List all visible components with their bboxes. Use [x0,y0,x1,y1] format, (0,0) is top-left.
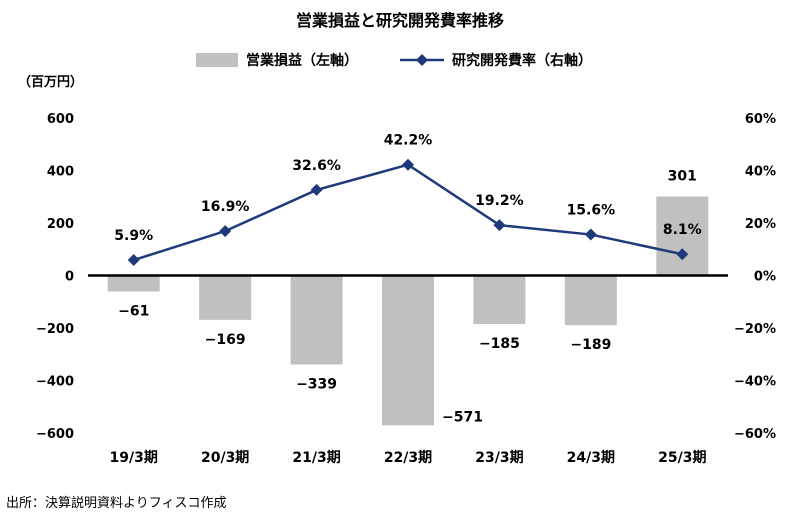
source-note: 出所：決算説明資料よりフィスコ作成 [6,495,226,511]
y-right-tick-label: −40% [734,375,776,390]
y-left-tick-label: 600 [47,112,74,127]
bar-value-label: −571 [442,409,483,425]
bar-value-label: −339 [296,376,337,392]
line-value-label: 42.2% [384,133,433,149]
x-tick-label: 20/3期 [201,450,249,466]
line-point [402,158,414,171]
chart-title: 営業損益と研究開発費率推移 [296,11,504,30]
bar-value-label: −185 [479,336,520,352]
line-point [219,225,232,238]
bars [107,196,709,426]
x-tick-label: 23/3期 [475,450,523,466]
line-point [310,183,323,196]
y-left-tick-label: 400 [47,165,74,180]
line-point [676,248,689,261]
y-left-ticks: 600 400 200 0 −200 −400 −600 [36,112,74,442]
legend-label-line: 研究開発費率（右軸） [452,52,592,69]
bar-20/3期 [199,275,252,320]
y-right-tick-label: 0% [754,270,776,285]
y-left-tick-label: 0 [65,270,74,285]
bar-value-label: −61 [118,304,149,320]
x-tick-label: 24/3期 [567,450,615,466]
bar-value-label: 301 [668,168,697,184]
legend-label-bar: 営業損益（左軸） [246,52,358,69]
line-point [493,219,506,232]
line-value-label: 15.6% [567,203,616,219]
bar-25/3期 [656,196,709,276]
line-value-label: 5.9% [114,228,153,244]
bar-value-label: −169 [205,332,246,348]
bar-21/3期 [290,275,343,365]
x-tick-label: 21/3期 [292,450,340,466]
x-tick-label: 22/3期 [384,450,432,466]
line-point [584,228,597,241]
legend: 営業損益（左軸） 研究開発費率（右軸） [196,52,592,69]
y-left-tick-label: −600 [36,427,74,442]
y-right-tick-label: −60% [734,427,776,442]
line-value-label: 19.2% [475,193,524,209]
bar-labels: −61 −169 −339 −571 −185 −189 301 [118,168,697,425]
y-right-ticks: 60% 40% 20% 0% −20% −40% −60% [734,112,776,442]
y-left-tick-label: 200 [47,217,74,232]
y-right-tick-label: −20% [734,322,776,337]
legend-swatch-bar [196,53,238,67]
y-left-unit: （百万円） [18,74,83,90]
x-tick-label: 25/3期 [658,450,706,466]
y-right-tick-label: 40% [745,165,776,180]
x-ticks: 19/3期 20/3期 21/3期 22/3期 23/3期 24/3期 25/3期 [110,450,707,466]
y-left-tick-label: −200 [36,322,74,337]
y-right-tick-label: 20% [745,217,776,232]
bar-19/3期 [107,275,160,292]
y-left-tick-label: −400 [36,375,74,390]
bar-value-label: −189 [570,337,611,353]
line-point [127,254,140,267]
line-series: 5.9% 16.9% 32.6% 42.2% 19.2% 15.6% 8.1% [114,133,702,267]
y-right-tick-label: 60% [745,112,776,127]
line-value-label: 16.9% [201,199,250,215]
legend-swatch-marker [416,54,428,66]
line-value-label: 8.1% [663,222,702,238]
line-value-label: 32.6% [292,158,341,174]
bar-24/3期 [564,275,617,326]
bar-22/3期 [382,275,434,426]
x-tick-label: 19/3期 [110,450,158,466]
bar-23/3期 [473,275,526,325]
